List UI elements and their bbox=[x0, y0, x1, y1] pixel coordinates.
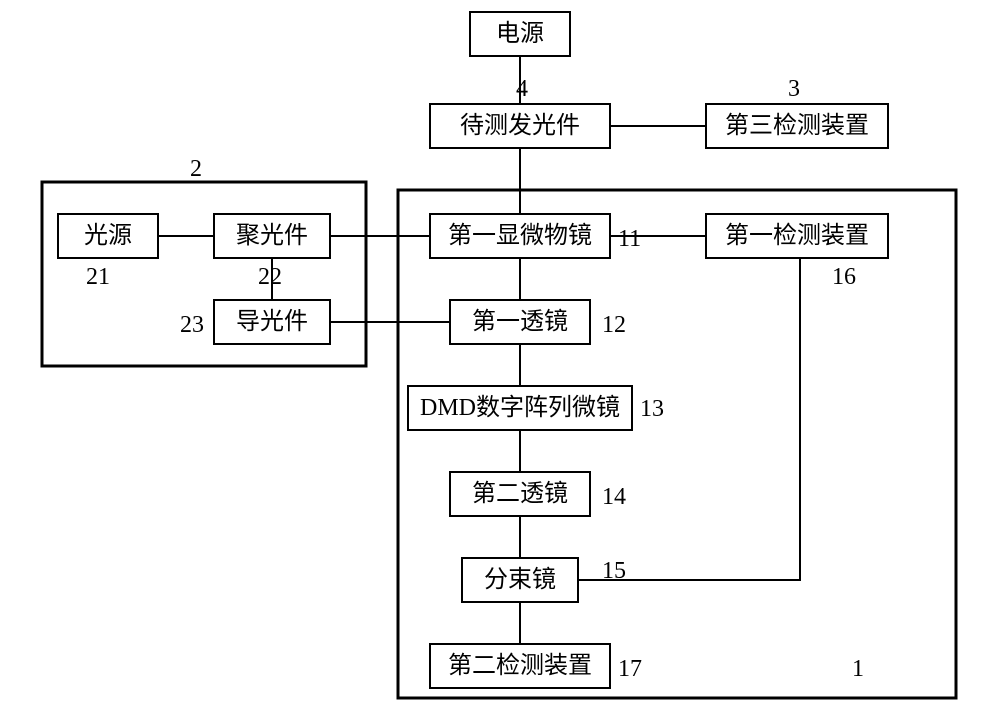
node-num-bs: 15 bbox=[602, 558, 626, 584]
node-num-det3: 3 bbox=[788, 76, 800, 102]
node-label-cond: 聚光件 bbox=[236, 222, 308, 249]
node-num-cond: 22 bbox=[258, 264, 282, 290]
node-num-lens2: 14 bbox=[602, 484, 626, 510]
node-label-obj1: 第一显微物镜 bbox=[448, 222, 592, 249]
container-grp1 bbox=[398, 190, 956, 698]
node-label-guide: 导光件 bbox=[236, 308, 308, 335]
node-label-det3: 第三检测装置 bbox=[725, 112, 869, 139]
node-label-lens1: 第一透镜 bbox=[472, 308, 568, 335]
node-num-obj1: 11 bbox=[618, 226, 641, 252]
node-num-det1: 16 bbox=[832, 264, 856, 290]
node-num-dut: 4 bbox=[516, 76, 528, 102]
node-label-src: 光源 bbox=[84, 222, 132, 249]
node-label-power: 电源 bbox=[496, 20, 544, 47]
node-label-dut: 待测发光件 bbox=[460, 112, 580, 139]
diagram-canvas: 电源待测发光件第三检测装置第一显微物镜第一透镜DMD数字阵列微镜第二透镜分束镜第… bbox=[0, 0, 1000, 702]
node-label-det1: 第一检测装置 bbox=[725, 222, 869, 249]
node-num-lens1: 12 bbox=[602, 312, 626, 338]
node-num-det2: 17 bbox=[618, 656, 642, 682]
container-label-grp1: 1 bbox=[852, 656, 864, 682]
node-label-lens2: 第二透镜 bbox=[472, 480, 568, 507]
node-num-guide: 23 bbox=[180, 312, 204, 338]
node-label-bs: 分束镜 bbox=[484, 566, 556, 593]
node-num-dmd: 13 bbox=[640, 396, 664, 422]
node-label-dmd: DMD数字阵列微镜 bbox=[420, 394, 620, 421]
node-label-det2: 第二检测装置 bbox=[448, 652, 592, 679]
container-label-grp2: 2 bbox=[190, 156, 202, 182]
node-num-src: 21 bbox=[86, 264, 110, 290]
